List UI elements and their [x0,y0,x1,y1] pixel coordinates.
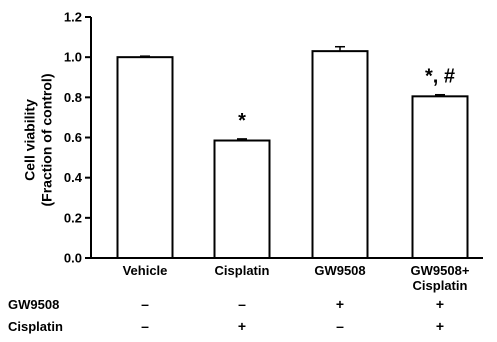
x-category-labels: Vehicle Cisplatin GW9508 GW9508+Cisplatin [123,263,470,293]
y-axis-label: Cell viability (Fraction of control) [22,74,55,207]
bar [411,95,469,260]
treatment-sign: – [141,296,149,312]
x-category-label: GW9508 [314,263,365,278]
significance-annotations: * *, # [238,66,455,132]
x-category-label: Cisplatin [413,278,468,293]
error-bars-group [140,45,445,141]
significance-marker: *, # [425,66,455,88]
bar [116,56,174,259]
y-tick-label: 0.6 [64,130,82,145]
y-tick-label: 0.4 [64,170,83,185]
treatment-sign: + [238,318,246,334]
treatment-row-label: GW9508 [8,297,59,312]
y-tick-label: 0.2 [64,210,82,225]
treatment-sign: – [336,318,344,334]
bar [213,139,271,259]
bars-group [116,50,469,260]
treatment-sign: + [336,296,344,312]
y-axis-title-line: Cell viability [22,99,38,181]
x-category-label: Cisplatin [215,263,270,278]
treatment-table: GW9508 – – + + Cisplatin – + – + [8,296,444,334]
treatment-sign: – [238,296,246,312]
x-category-label: GW9508+ [411,263,470,278]
y-axis-title-line: (Fraction of control) [39,74,55,207]
treatment-sign: – [141,318,149,334]
y-tick-label: 1.2 [64,10,82,25]
treatment-sign: + [436,318,444,334]
y-tick-label: 0.0 [64,251,82,266]
significance-marker: * [238,110,246,132]
x-category-label: Vehicle [123,263,168,278]
bar [311,50,369,260]
y-tick-label: 0.8 [64,90,82,105]
y-tick-label: 1.0 [64,50,82,65]
treatment-row-label: Cisplatin [8,319,63,334]
treatment-sign: + [436,296,444,312]
